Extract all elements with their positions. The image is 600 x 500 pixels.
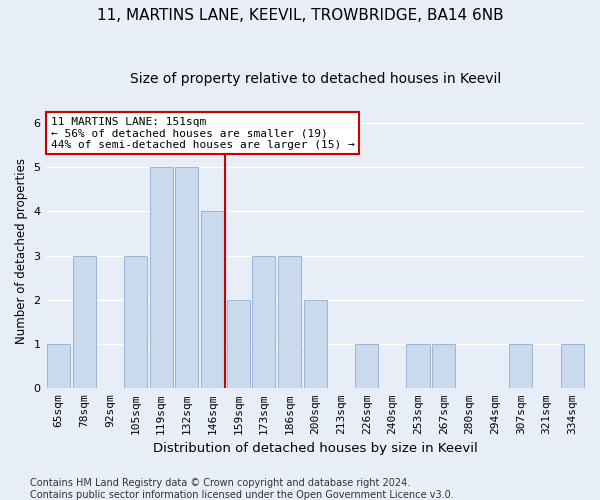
- Text: 11 MARTINS LANE: 151sqm
← 56% of detached houses are smaller (19)
44% of semi-de: 11 MARTINS LANE: 151sqm ← 56% of detache…: [51, 117, 355, 150]
- Bar: [73, 256, 95, 388]
- Y-axis label: Number of detached properties: Number of detached properties: [15, 158, 28, 344]
- Bar: [278, 256, 301, 388]
- Bar: [47, 344, 70, 389]
- Text: Contains HM Land Registry data © Crown copyright and database right 2024.
Contai: Contains HM Land Registry data © Crown c…: [30, 478, 454, 500]
- Bar: [175, 167, 199, 388]
- Text: 11, MARTINS LANE, KEEVIL, TROWBRIDGE, BA14 6NB: 11, MARTINS LANE, KEEVIL, TROWBRIDGE, BA…: [97, 8, 503, 22]
- Bar: [304, 300, 327, 388]
- Bar: [149, 167, 173, 388]
- Bar: [253, 256, 275, 388]
- Bar: [227, 300, 250, 388]
- Bar: [560, 344, 584, 389]
- Bar: [432, 344, 455, 389]
- Bar: [509, 344, 532, 389]
- Bar: [201, 212, 224, 388]
- Bar: [355, 344, 378, 389]
- Bar: [406, 344, 430, 389]
- Bar: [124, 256, 147, 388]
- Title: Size of property relative to detached houses in Keevil: Size of property relative to detached ho…: [130, 72, 501, 86]
- X-axis label: Distribution of detached houses by size in Keevil: Distribution of detached houses by size …: [153, 442, 478, 455]
